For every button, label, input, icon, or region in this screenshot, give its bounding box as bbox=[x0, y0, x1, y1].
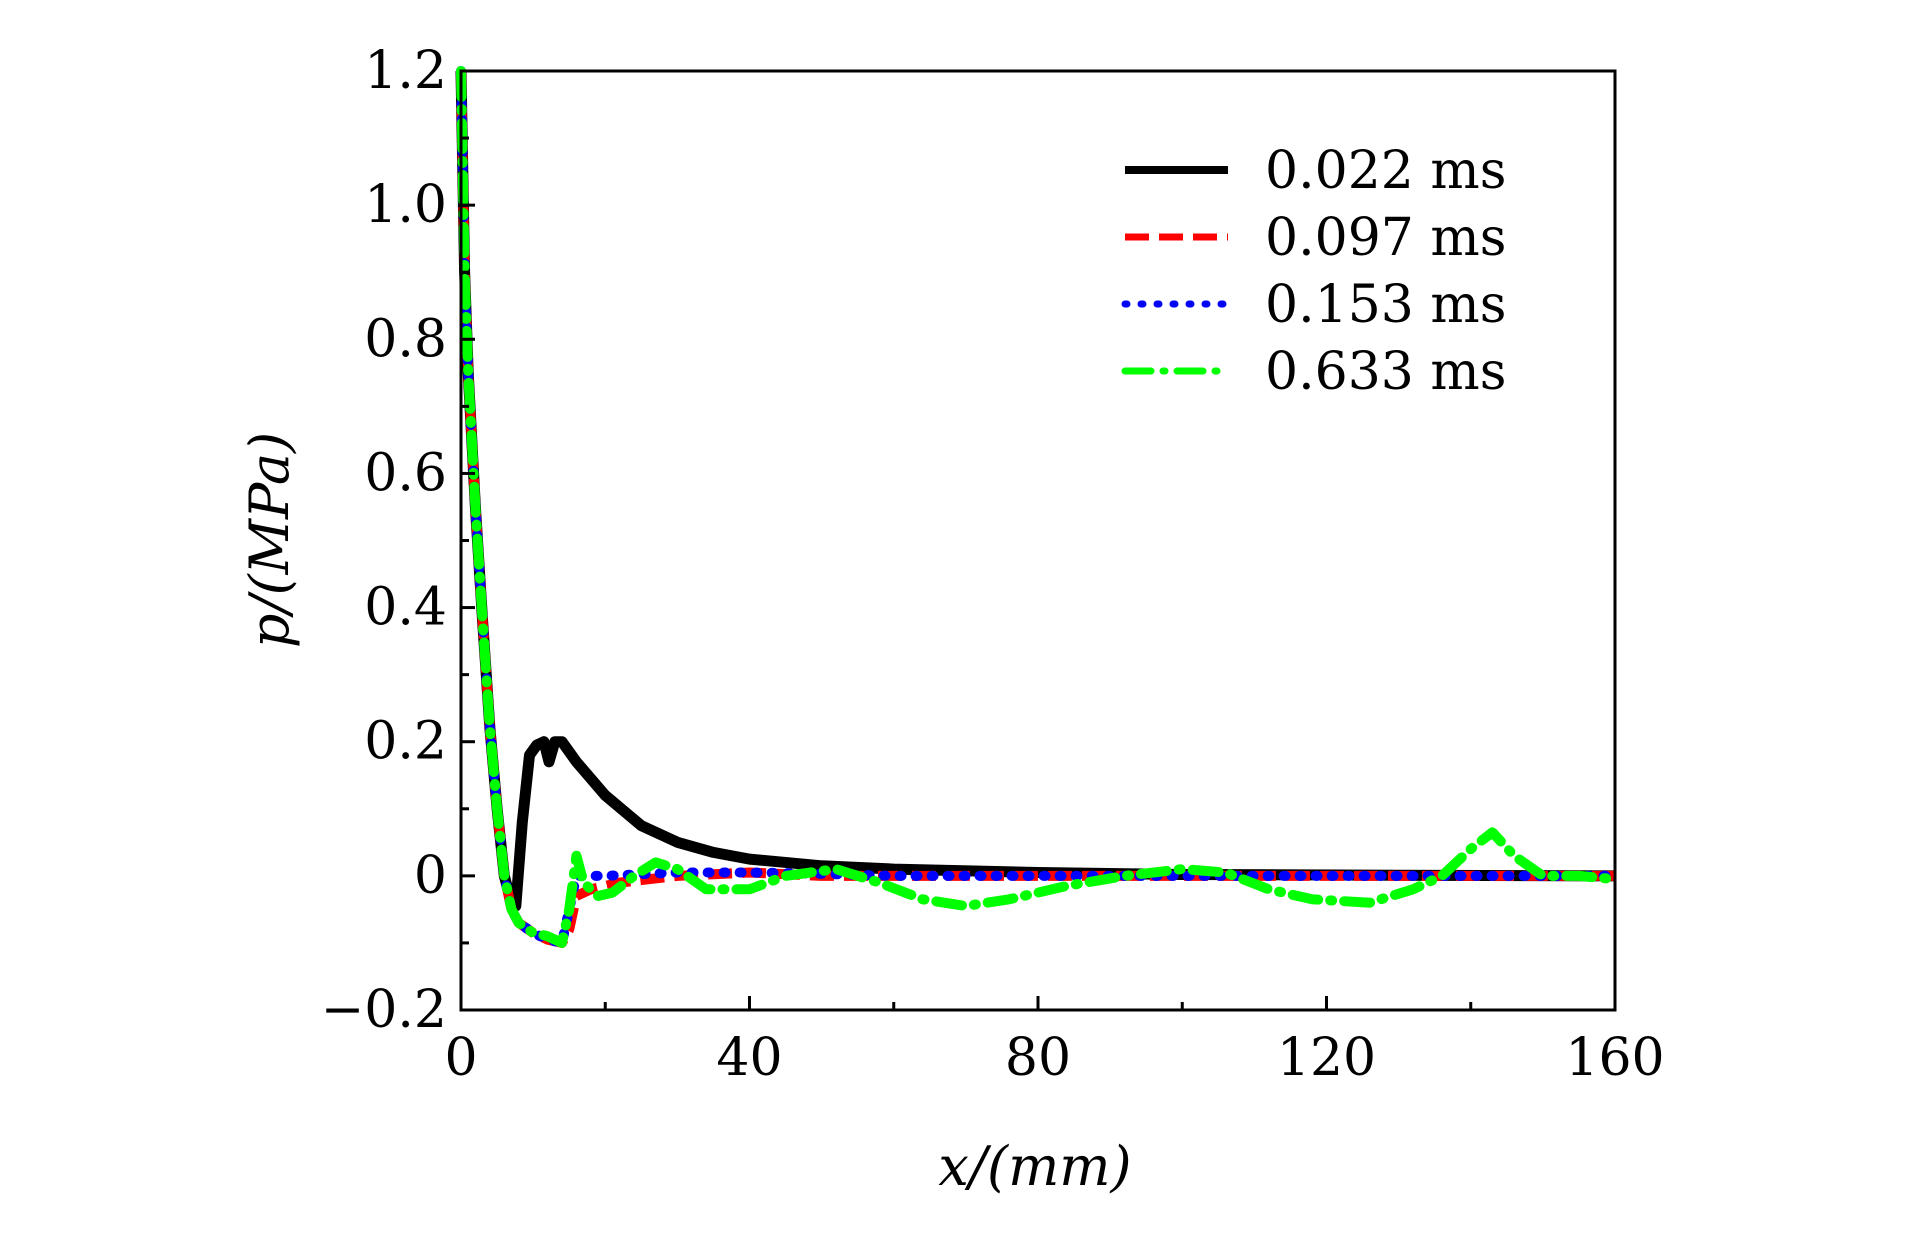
y-tick-label: 0.8 bbox=[364, 309, 447, 369]
x-tick-label: 80 bbox=[1005, 1028, 1071, 1088]
x-axis-label: x/(mm) bbox=[938, 1135, 1131, 1198]
x-tick-label: 160 bbox=[1565, 1028, 1664, 1088]
x-tick-label: 40 bbox=[716, 1028, 782, 1088]
y-tick-label: 1.0 bbox=[364, 175, 447, 235]
series-line-2 bbox=[456, 66, 1620, 948]
series-lines bbox=[455, 66, 1620, 948]
axis-ticks: 0 40 80 120 160−0.200.20.40.60.81.01.2 bbox=[321, 41, 1665, 1088]
series-line-1 bbox=[456, 70, 1615, 948]
legend-label-3: 0.633 ms bbox=[1265, 342, 1506, 402]
legend-label-1: 0.097 ms bbox=[1265, 208, 1506, 268]
legend-label-0: 0.022 ms bbox=[1265, 141, 1506, 201]
legend: 0.022 ms 0.097 ms 0.153 ms 0.633 ms bbox=[1121, 141, 1506, 402]
y-tick-label: 0.4 bbox=[364, 578, 447, 638]
series-line-3 bbox=[456, 66, 1620, 948]
y-tick-label: 0.2 bbox=[364, 712, 447, 772]
y-tick-label: 0.6 bbox=[364, 443, 447, 503]
x-tick-label: 120 bbox=[1277, 1028, 1376, 1088]
y-tick-label: 0 bbox=[414, 846, 447, 906]
legend-label-2: 0.153 ms bbox=[1265, 275, 1506, 335]
y-tick-label: −0.2 bbox=[321, 980, 447, 1040]
y-axis-label: p/(MPa) bbox=[238, 432, 301, 648]
y-tick-label: 1.2 bbox=[364, 41, 447, 101]
x-tick-label: 0 bbox=[444, 1028, 477, 1088]
